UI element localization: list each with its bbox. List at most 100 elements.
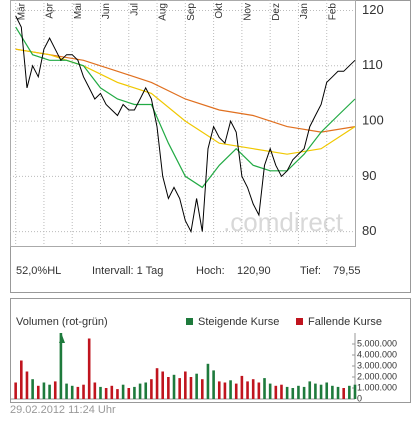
volume-bar <box>48 384 51 399</box>
volume-bar <box>133 386 136 399</box>
volume-bar <box>297 385 300 399</box>
volume-bar <box>82 384 85 399</box>
timestamp: 29.02.2012 11:24 Uhr <box>10 404 116 416</box>
volume-bar <box>110 385 114 399</box>
y-tick-label: 1.000.000 <box>357 382 397 392</box>
volume-bar <box>31 379 34 399</box>
volume-bar <box>53 381 57 399</box>
volume-bar <box>99 386 102 399</box>
volume-bar <box>257 382 261 399</box>
x-tick-label: Feb <box>327 3 338 21</box>
volume-bar <box>348 385 351 399</box>
legend-label: Steigende Kurse <box>198 316 279 328</box>
x-tick-label: Jan <box>299 3 310 19</box>
volume-bar <box>116 389 119 399</box>
volume-bar <box>65 383 68 399</box>
volume-bar <box>167 377 170 399</box>
low: 79,55 <box>333 265 361 277</box>
x-tick-label: Sep <box>186 3 197 21</box>
legend-swatch <box>296 318 303 325</box>
price-line <box>15 26 356 189</box>
volume-bar <box>206 363 210 399</box>
volume-bar <box>251 379 255 399</box>
volume-bar <box>70 385 74 399</box>
y-tick-label: 5.000.000 <box>357 338 397 348</box>
high-label: Hoch: <box>196 265 225 277</box>
volume-bar <box>280 384 283 399</box>
price-line <box>15 48 356 133</box>
legend-label: Fallende Kurse <box>308 316 382 328</box>
volume-bar <box>291 388 295 399</box>
x-tick-label: Jul <box>129 3 140 16</box>
overflow-arrow <box>59 335 65 343</box>
x-tick-label: Mai <box>73 3 84 19</box>
volume-bar <box>184 371 187 399</box>
y-tick-label: 110 <box>362 57 383 72</box>
volume-bar <box>127 388 131 399</box>
watermark: .comdirect <box>223 207 344 237</box>
volume-bar <box>217 381 221 399</box>
volume-bar <box>144 382 148 399</box>
y-tick-label: 80 <box>362 223 376 238</box>
y-tick-label: 100 <box>362 113 384 128</box>
volume-bar <box>200 379 204 399</box>
volume-bar <box>212 370 215 399</box>
volume-bar <box>76 386 80 399</box>
volume-bar <box>138 383 142 399</box>
volume-bar <box>93 382 97 399</box>
volume-bar <box>325 382 329 399</box>
low-label: Tief: <box>300 265 321 277</box>
volume-bar <box>14 382 17 399</box>
volume-title: Volumen (rot-grün) <box>16 316 108 328</box>
volume-bar <box>104 388 108 399</box>
volume-bar <box>336 386 340 399</box>
volume-bar <box>319 384 323 399</box>
volume-bar <box>42 382 46 399</box>
y-tick-label: 3.000.000 <box>357 360 397 370</box>
y-tick-label: 4.000.000 <box>357 349 397 359</box>
x-tick-label: Apr <box>45 2 56 18</box>
range: 52,0%HL <box>16 265 61 277</box>
plot-frame <box>10 0 356 247</box>
x-tick-label: Okt <box>214 3 225 19</box>
volume-bar <box>234 383 238 399</box>
volume-bar <box>268 383 272 399</box>
x-tick-label: Dez <box>271 3 282 21</box>
volume-bar <box>161 371 165 399</box>
high: 120,90 <box>237 265 271 277</box>
volume-bar <box>189 377 193 399</box>
x-tick-label: Aug <box>158 3 169 21</box>
y-tick-label: 2.000.000 <box>357 371 397 381</box>
volume-bar <box>342 388 345 399</box>
volume-bar <box>195 373 198 399</box>
volume-bar <box>229 380 232 399</box>
volume-bar <box>308 381 312 399</box>
x-tick-label: Mär <box>16 2 27 20</box>
volume-bar <box>25 371 29 399</box>
volume-bar <box>36 385 40 399</box>
price-panel <box>10 0 411 293</box>
volume-bar <box>314 383 317 399</box>
volume-bar <box>223 382 227 399</box>
volume-bar <box>274 385 278 399</box>
y-tick-label: 120 <box>362 2 384 17</box>
x-tick-label: Jun <box>101 3 112 19</box>
volume-bar <box>285 386 289 399</box>
y-tick-label: 90 <box>362 168 376 183</box>
volume-bar <box>263 378 266 399</box>
volume-bar <box>240 375 244 399</box>
volume-bar <box>155 368 159 399</box>
x-tick-label: Nov <box>243 3 254 21</box>
volume-panel <box>10 298 411 403</box>
volume-bar <box>246 381 249 399</box>
volume-bar <box>331 385 334 399</box>
legend-swatch <box>186 318 193 325</box>
volume-bar <box>121 384 125 399</box>
volume-bar <box>178 378 181 399</box>
volume-bar <box>302 386 306 399</box>
volume-bar <box>59 333 63 399</box>
volume-bar <box>353 384 357 399</box>
interval: Intervall: 1 Tag <box>92 265 163 277</box>
volume-bar <box>20 360 23 399</box>
